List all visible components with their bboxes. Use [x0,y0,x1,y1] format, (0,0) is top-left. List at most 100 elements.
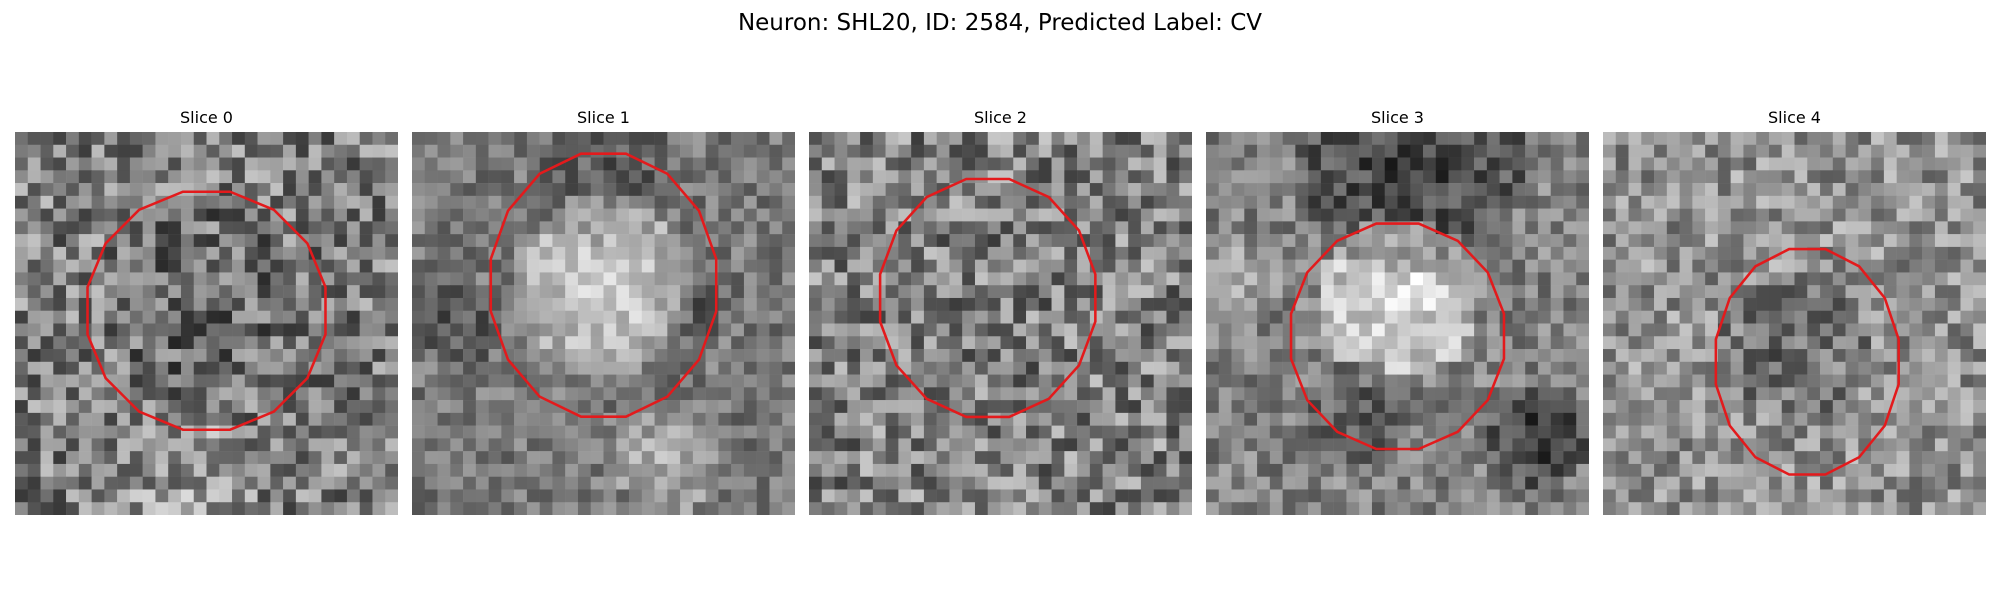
pixel [1051,272,1065,286]
pixel [923,234,937,248]
pixel [1435,412,1449,426]
pixel [603,310,617,324]
pixel [321,463,335,477]
pixel [1883,132,1897,146]
pixel [1922,463,1936,477]
pixel [1359,463,1373,477]
pixel [962,246,976,260]
pixel [603,349,617,363]
pixel [1166,438,1180,452]
pixel [1641,412,1655,426]
pixel [475,132,489,146]
pixel [898,259,912,273]
pixel [168,272,182,286]
pixel [1423,195,1437,209]
pixel [219,489,233,503]
pixel [1628,387,1642,401]
pixel [1628,374,1642,388]
pixel [756,463,770,477]
pixel [885,144,899,158]
pixel [1794,272,1808,286]
pixel [142,361,156,375]
pixel [1909,476,1923,490]
pixel [590,183,604,197]
pixel [1038,361,1052,375]
pixel [1179,387,1192,401]
pixel [412,272,426,286]
pixel [1934,412,1948,426]
pixel [847,221,861,235]
pixel [1960,349,1974,363]
pixel [129,425,143,439]
pixel [885,157,899,171]
pixel [424,336,438,350]
pixel [1666,272,1680,286]
pixel [1666,285,1680,299]
pixel [1871,387,1885,401]
pixel [1115,157,1129,171]
pixel [1064,349,1078,363]
pixel [129,221,143,235]
pixel [1679,438,1693,452]
pixel [1410,451,1424,465]
pixel [40,310,54,324]
pixel [437,412,451,426]
pixel [1973,361,1986,375]
pixel [1909,132,1923,146]
pixel [1820,132,1834,146]
pixel [295,400,309,414]
pixel [193,387,207,401]
pixel [1140,157,1154,171]
pixel [1461,374,1475,388]
pixel [1308,323,1322,337]
pixel [1461,157,1475,171]
pixel [1563,438,1577,452]
pixel [1371,323,1385,337]
pixel [385,323,398,337]
pixel [270,476,284,490]
pixel [641,208,655,222]
pixel [1934,132,1948,146]
pixel [359,387,373,401]
pixel [860,323,874,337]
pixel [1206,144,1220,158]
pixel [898,336,912,350]
pixel [1397,132,1411,146]
pixel [552,195,566,209]
pixel [1320,183,1334,197]
pixel [1461,451,1475,465]
pixel [847,438,861,452]
pixel [1628,272,1642,286]
pixel [552,412,566,426]
pixel [1384,132,1398,146]
pixel [1231,451,1245,465]
pixel [372,208,386,222]
pixel [1000,451,1014,465]
pixel [667,157,681,171]
pixel [53,451,67,465]
pixel [1384,144,1398,158]
pixel [1563,132,1577,146]
pixel [1705,259,1719,273]
pixel [1140,183,1154,197]
pixel [372,183,386,197]
pixel [1692,272,1706,286]
pixel [129,285,143,299]
pixel [53,438,67,452]
pixel [1140,221,1154,235]
pixel [1371,361,1385,375]
pixel [1692,285,1706,299]
pixel [1896,438,1910,452]
pixel [1603,272,1617,286]
pixel [257,170,271,184]
pixel [756,157,770,171]
pixel [1705,132,1719,146]
pixel [437,361,451,375]
pixel [40,400,54,414]
pixel [1320,132,1334,146]
pixel [1858,144,1872,158]
pixel [1448,476,1462,490]
roi-contour [1289,222,1506,451]
pixel [488,170,502,184]
pixel [1077,208,1091,222]
